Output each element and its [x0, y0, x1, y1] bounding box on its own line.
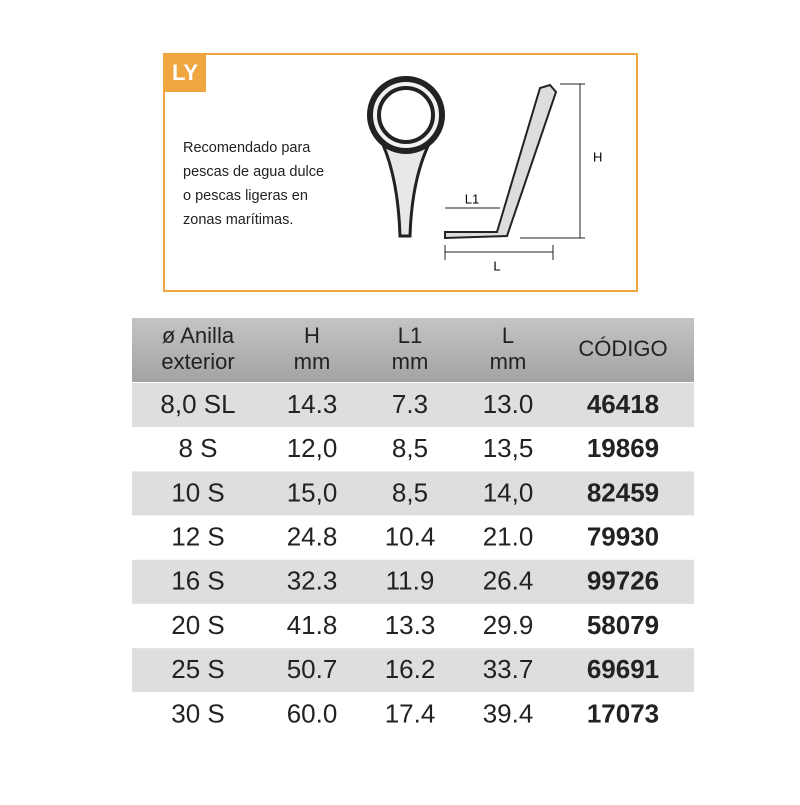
table-cell: 14.3 — [287, 389, 338, 419]
table-cell: 10 S — [171, 477, 225, 507]
column-header: exterior — [161, 349, 234, 374]
table-row — [132, 604, 694, 648]
description-line: o pescas ligeras en — [183, 188, 308, 204]
table-cell: 50.7 — [287, 654, 338, 684]
table-cell: 21.0 — [483, 521, 534, 551]
dimension-label: L — [493, 258, 500, 273]
table-cell: 32.3 — [287, 566, 338, 596]
column-header: mm — [392, 349, 429, 374]
column-header: H — [304, 323, 320, 348]
table-cell: 10.4 — [385, 521, 436, 551]
table-cell: 11.9 — [386, 566, 435, 596]
table-cell: 14,0 — [483, 477, 534, 507]
description-line: zonas marítimas. — [183, 212, 293, 228]
table-cell: 20 S — [171, 610, 225, 640]
table-cell: 19869 — [587, 433, 659, 463]
table-cell: 13.0 — [483, 389, 534, 419]
badge — [164, 54, 206, 92]
table-cell: 13,5 — [483, 433, 534, 463]
table-cell: 12,0 — [287, 433, 338, 463]
table-cell: 13.3 — [385, 610, 436, 640]
table-cell: 41.8 — [287, 610, 338, 640]
column-header: CÓDIGO — [578, 336, 667, 361]
table-row — [132, 559, 694, 604]
table-cell: 12 S — [171, 521, 225, 551]
description: Recomendado para pescas de agua dulce o pe… — [183, 140, 324, 228]
table-cell: 79930 — [587, 521, 659, 551]
column-header: L1 — [398, 323, 422, 348]
table-cell: 16 S — [171, 566, 225, 596]
table-cell: 17.4 — [385, 698, 436, 728]
table-header — [132, 318, 694, 382]
table-cell: 17073 — [587, 698, 659, 728]
table-cell: 82459 — [587, 477, 659, 507]
dimension-label: L1 — [465, 191, 479, 206]
table-cell: 25 S — [171, 654, 225, 684]
table-cell: 16.2 — [385, 654, 436, 684]
profile-drawing — [444, 83, 585, 260]
column-header: ø Anilla — [162, 323, 235, 348]
table-cell: 8 S — [178, 433, 217, 463]
table-cell: 30 S — [171, 698, 225, 728]
table-cell: 15,0 — [287, 477, 338, 507]
table-row — [132, 648, 694, 693]
table-cell: 8,5 — [392, 477, 428, 507]
table-cell: 33.7 — [483, 654, 534, 684]
description-line: Recomendado para — [183, 140, 311, 156]
table-cell: 8,5 — [392, 433, 428, 463]
table-cell: 26.4 — [483, 566, 534, 596]
column-header: mm — [294, 349, 331, 374]
table-cell: 39.4 — [483, 698, 534, 728]
table-cell: 58079 — [587, 610, 659, 640]
table-cell: 8,0 SL — [160, 389, 235, 419]
table-cell: 46418 — [587, 389, 659, 419]
column-header: L — [502, 323, 514, 348]
table-row — [132, 427, 694, 472]
table-row — [132, 692, 694, 737]
badge-text: LY — [172, 60, 198, 85]
ring-drawing — [367, 76, 445, 238]
table-row — [132, 515, 694, 560]
table-cell: 7.3 — [392, 389, 428, 419]
table-cell: 29.9 — [483, 610, 534, 640]
table-cell: 24.8 — [287, 521, 338, 551]
table-cell: 69691 — [587, 654, 659, 684]
table-row — [132, 383, 694, 427]
description-line: pescas de agua dulce — [183, 164, 324, 180]
table-row — [132, 471, 694, 516]
column-header: mm — [490, 349, 527, 374]
table-cell: 99726 — [587, 566, 659, 596]
table-cell: 60.0 — [287, 698, 338, 728]
dimension-label: H — [593, 149, 602, 164]
